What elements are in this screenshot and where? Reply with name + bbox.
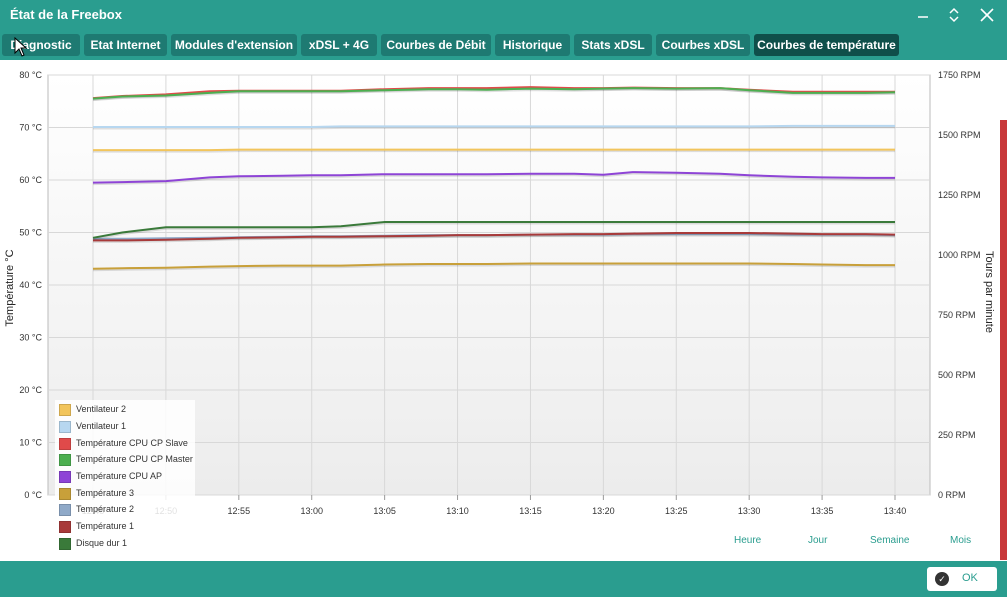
chart-panel: 0 °C 10 °C 20 °C 30 °C 40 °C 50 °C 60 °C 70 °C 8… [0, 60, 1000, 560]
x-tick-label: 13:35 [811, 506, 834, 516]
legend-item[interactable]: Ventilateur 1 [59, 420, 126, 436]
x-tick-label: 13:00 [300, 506, 323, 516]
y2-tick-label: 250 RPM [938, 430, 976, 440]
legend-item[interactable]: Température 2 [59, 503, 134, 519]
y-tick-label: 0 °C [24, 490, 42, 500]
mouse-cursor-icon [14, 37, 28, 57]
range-semaine-link[interactable]: Semaine [870, 535, 910, 546]
tab-courbes-temperature[interactable]: Courbes de température [754, 34, 899, 56]
y2-tick-label: 500 RPM [938, 370, 976, 380]
tab-historique[interactable]: Historique [495, 34, 570, 56]
minimize-button[interactable] [912, 4, 934, 26]
y2-tick-label: 0 RPM [938, 490, 966, 500]
x-tick-label: 13:10 [446, 506, 469, 516]
temperature-chart: 0 °C 10 °C 20 °C 30 °C 40 °C 50 °C 60 °C 70 °C 8… [4, 70, 995, 516]
tab-xdsl-4g[interactable]: xDSL + 4G [301, 34, 377, 56]
y-tick-label: 50 °C [19, 228, 42, 238]
ok-button[interactable]: ✓ OK [927, 567, 997, 591]
legend-item[interactable]: Température CPU AP [59, 470, 162, 486]
check-circle-icon: ✓ [935, 572, 949, 586]
y-tick-label: 10 °C [19, 438, 42, 448]
legend-swatch [59, 437, 71, 450]
y2-tick-label: 1250 RPM [938, 190, 981, 200]
y2-tick-label: 1500 RPM [938, 130, 981, 140]
y-tick-label: 40 °C [19, 280, 42, 290]
y2-tick-label: 1000 RPM [938, 250, 981, 260]
range-heure-link[interactable]: Heure [734, 535, 762, 546]
legend-item[interactable]: Température CPU CP Master [59, 453, 193, 469]
x-tick-label: 13:15 [519, 506, 542, 516]
legend-item[interactable]: Ventilateur 2 [59, 403, 126, 419]
range-mois-link[interactable]: Mois [950, 535, 972, 546]
legend-item[interactable]: Température 3 [59, 487, 134, 503]
y2-axis-title: Tours par minute [983, 251, 995, 333]
legend-swatch [59, 503, 71, 516]
window-title: État de la Freebox [10, 7, 122, 22]
series-line[interactable] [92, 171, 895, 184]
tab-etat-internet[interactable]: Etat Internet [84, 34, 167, 56]
y-axis-title: Température °C [4, 249, 16, 326]
x-tick-label: 12:55 [228, 506, 251, 516]
series-line[interactable] [93, 232, 896, 242]
y-tick-label: 20 °C [19, 385, 42, 395]
x-tick-label: 13:20 [592, 506, 615, 516]
legend-swatch [59, 420, 71, 433]
legend-label: Température CPU CP Master [76, 454, 193, 464]
y-tick-label: 70 °C [19, 123, 42, 133]
series-line[interactable] [92, 262, 895, 270]
legend-swatch [59, 470, 71, 483]
legend-label: Ventilateur 2 [76, 404, 127, 414]
close-button[interactable] [976, 4, 998, 26]
x-tick-label: 13:30 [738, 506, 761, 516]
legend-label: Température CPU CP Slave [76, 438, 188, 448]
tab-courbes-debit[interactable]: Courbes de Débit [381, 34, 491, 56]
series-line[interactable] [93, 148, 895, 152]
x-tick-label: 13:05 [373, 506, 396, 516]
legend-label: Température 1 [76, 521, 135, 531]
y2-tick-label: 750 RPM [938, 310, 976, 320]
ok-label: OK [962, 572, 978, 584]
footer-bar: ✓ OK [0, 561, 1007, 597]
legend-label: Température 2 [76, 504, 135, 514]
legend-item[interactable]: Température CPU CP Slave [59, 437, 188, 453]
maximize-button[interactable] [943, 4, 965, 26]
x-tick-label: 13:25 [665, 506, 688, 516]
range-jour-link[interactable]: Jour [808, 535, 828, 546]
y2-tick-label: 1750 RPM [938, 70, 981, 80]
series-line[interactable] [92, 221, 895, 239]
legend-swatch [59, 520, 71, 533]
legend-label: Température CPU AP [76, 471, 163, 481]
legend-swatch [59, 537, 71, 550]
tab-stats-xdsl[interactable]: Stats xDSL [574, 34, 652, 56]
y-tick-label: 80 °C [19, 70, 42, 80]
chevron-updown-icon [949, 7, 959, 23]
series-line[interactable] [93, 124, 895, 128]
x-tick-label: 13:40 [884, 506, 907, 516]
legend-label: Disque dur 1 [76, 538, 128, 548]
legend-swatch [59, 453, 71, 466]
legend-swatch [59, 487, 71, 500]
tab-modules-extension[interactable]: Modules d'extension [171, 34, 297, 56]
legend-label: Température 3 [76, 488, 135, 498]
y-tick-label: 30 °C [19, 333, 42, 343]
close-icon [980, 8, 994, 22]
legend-item[interactable]: Disque dur 1 [59, 537, 127, 553]
legend-label: Ventilateur 1 [76, 421, 127, 431]
legend-swatch [59, 403, 71, 416]
series-line[interactable] [92, 87, 896, 100]
title-bar: État de la Freebox [0, 0, 1007, 30]
y-tick-label: 60 °C [19, 175, 42, 185]
tab-bar: Diagnostic Etat Internet Modules d'exten… [0, 30, 1007, 60]
minimize-icon [918, 16, 928, 18]
chart-legend: Ventilateur 2 Ventilateur 1 Température … [55, 400, 195, 552]
window-edge [1000, 60, 1007, 560]
legend-item[interactable]: Température 1 [59, 520, 134, 536]
tab-courbes-xdsl[interactable]: Courbes xDSL [656, 34, 750, 56]
